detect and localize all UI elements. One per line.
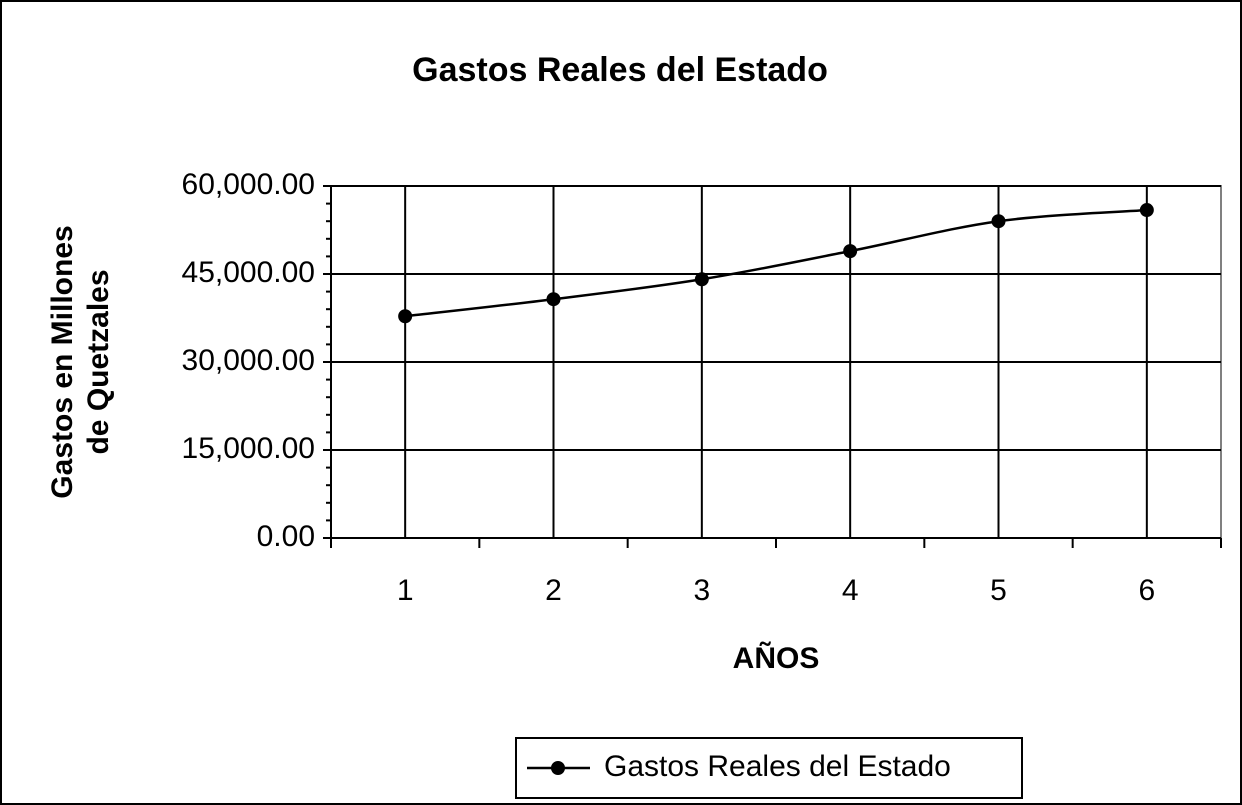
legend-label: Gastos Reales del Estado (604, 750, 951, 783)
series-line (405, 208, 1147, 318)
x-tick-label: 1 (397, 574, 414, 607)
marker (1139, 203, 1154, 218)
marker (398, 309, 413, 324)
y-tick-label: 15,000.00 (182, 432, 315, 465)
x-tick-label: 2 (545, 574, 562, 607)
y-axis-title: Gastos en Millones de Quetzales (46, 225, 115, 498)
legend-marker (551, 761, 565, 775)
y-tick-label: 30,000.00 (182, 344, 315, 377)
y-tick-label: 0.00 (257, 520, 315, 553)
chart-title: Gastos Reales del Estado (412, 51, 828, 89)
x-tick-label: 3 (693, 574, 710, 607)
y-tick-label: 45,000.00 (182, 256, 315, 289)
marker (546, 292, 561, 307)
x-tick-label: 5 (990, 574, 1007, 607)
x-tick-label: 4 (842, 574, 859, 607)
y-tick-label: 60,000.00 (182, 168, 315, 201)
x-tick-label: 6 (1138, 574, 1155, 607)
legend-box (515, 737, 1023, 799)
marker (843, 244, 858, 259)
marker (694, 272, 709, 287)
x-axis-title: AÑOS (733, 641, 820, 675)
legend: Gastos Reales del Estado (515, 737, 1023, 799)
marker (991, 214, 1006, 229)
y-axis-title-line: de Quetzales (82, 269, 115, 454)
y-axis-title-line: Gastos en Millones (46, 225, 79, 498)
